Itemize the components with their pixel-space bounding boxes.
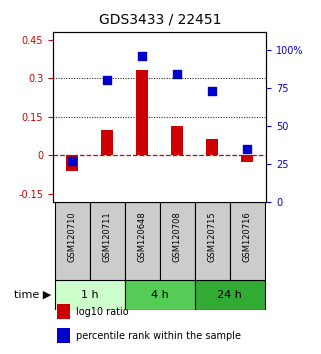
Text: GSM120716: GSM120716 (243, 211, 252, 262)
Bar (90, 202, 125, 280)
Text: GDS3433 / 22451: GDS3433 / 22451 (99, 12, 222, 27)
Point (210, 88, 215, 94)
Bar (125, 202, 160, 280)
Point (245, 146, 250, 152)
Text: time ▶: time ▶ (14, 290, 51, 300)
Bar (171, 126, 183, 155)
Point (175, 72, 180, 77)
Text: 4 h: 4 h (151, 290, 169, 300)
Bar (241, 155, 253, 162)
Bar (101, 130, 113, 155)
Bar (57, 304, 70, 319)
Bar (195, 202, 230, 280)
Text: GSM120715: GSM120715 (208, 211, 217, 262)
Bar (136, 70, 148, 155)
Bar (57, 328, 70, 343)
Bar (55, 280, 125, 310)
Bar (160, 202, 195, 280)
Text: GSM120711: GSM120711 (103, 211, 112, 262)
Bar (66, 155, 78, 171)
Bar (206, 139, 218, 155)
Bar (125, 280, 195, 310)
Point (70, 158, 75, 164)
Point (105, 78, 110, 83)
Point (140, 53, 145, 59)
Text: GSM120710: GSM120710 (68, 211, 77, 262)
Text: log10 ratio: log10 ratio (76, 307, 129, 316)
Text: 1 h: 1 h (81, 290, 99, 300)
Text: GSM120708: GSM120708 (173, 211, 182, 262)
Text: 24 h: 24 h (217, 290, 242, 300)
Text: percentile rank within the sample: percentile rank within the sample (76, 331, 241, 341)
Bar (230, 202, 265, 280)
Bar (55, 202, 90, 280)
Text: GSM120648: GSM120648 (138, 211, 147, 262)
Bar (195, 280, 265, 310)
